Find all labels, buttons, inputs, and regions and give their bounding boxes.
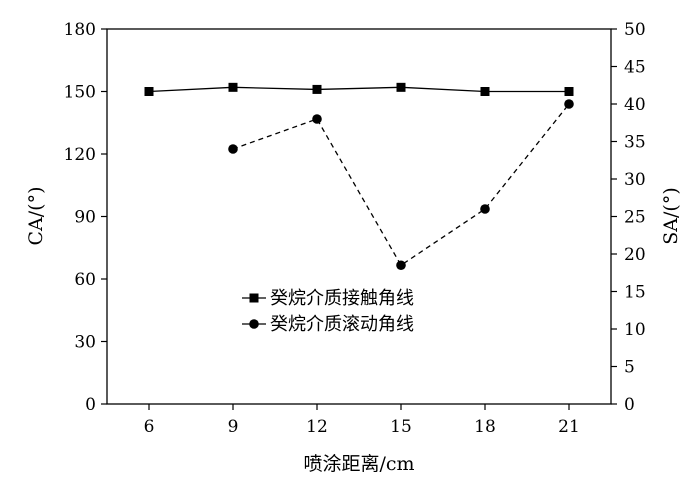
x-tick-label: 15 [390, 417, 412, 437]
y-left-tick-label: 180 [64, 20, 96, 40]
y-right-tick-label: 50 [624, 20, 646, 40]
y-axis-right: 0 5 10 15 20 25 30 35 40 45 50 [611, 20, 646, 415]
y-right-tick-label: 0 [624, 395, 635, 415]
y-left-tick-label: 90 [74, 208, 96, 228]
legend-marker-circle [249, 319, 259, 329]
y-right-tick-label: 20 [624, 245, 646, 265]
y-right-tick-label: 10 [624, 320, 646, 340]
data-point-circle [564, 99, 574, 109]
x-tick-label: 18 [474, 417, 496, 437]
data-point-square [312, 84, 322, 94]
data-point-circle [396, 260, 406, 271]
x-tick-label: 12 [306, 417, 328, 437]
series-2 [228, 99, 574, 271]
x-tick-label: 9 [228, 417, 239, 437]
series-layer [144, 82, 574, 271]
x-tick-label: 6 [144, 417, 155, 437]
y-right-tick-label: 30 [624, 170, 646, 190]
y-axis-left-title: CA/(°) [25, 187, 47, 246]
y-right-tick-label: 40 [624, 95, 646, 115]
legend-label: 癸烷介质滚动角线 [270, 314, 414, 335]
x-axis-title: 喷涂距离/cm [303, 453, 414, 475]
x-axis: 6 9 12 15 18 21 [144, 404, 580, 437]
y-left-tick-label: 60 [74, 270, 96, 290]
legend-entry-2: 癸烷介质滚动角线 [242, 314, 414, 335]
data-point-circle [480, 204, 490, 214]
series-line [232, 103, 570, 267]
y-left-tick-label: 30 [74, 333, 96, 353]
data-point-square [480, 87, 490, 96]
y-right-tick-label: 35 [624, 133, 646, 153]
plot-frame [106, 28, 612, 405]
y-right-tick-label: 45 [624, 58, 646, 78]
y-right-tick-label: 25 [624, 208, 646, 228]
series-1 [144, 82, 574, 96]
y-left-tick-label: 120 [64, 145, 96, 165]
y-right-tick-label: 5 [624, 358, 635, 378]
data-point-square [228, 82, 238, 92]
legend-entry-1: 癸烷介质接触角线 [242, 288, 414, 309]
data-point-circle [312, 114, 322, 124]
x-tick-label: 21 [558, 417, 580, 437]
legend-marker-square [249, 293, 259, 303]
data-point-circle [228, 144, 238, 154]
y-axis-left: 0 30 60 90 120 150 180 [64, 20, 107, 415]
y-axis-right-title: SA/(°) [660, 187, 682, 244]
data-point-square [564, 87, 574, 96]
data-point-square [396, 82, 406, 92]
legend-label: 癸烷介质接触角线 [270, 288, 414, 309]
y-left-tick-label: 0 [85, 395, 96, 415]
data-point-square [144, 87, 154, 96]
y-right-tick-label: 15 [624, 283, 646, 303]
y-left-tick-label: 150 [64, 83, 96, 103]
series-line [148, 86, 569, 93]
